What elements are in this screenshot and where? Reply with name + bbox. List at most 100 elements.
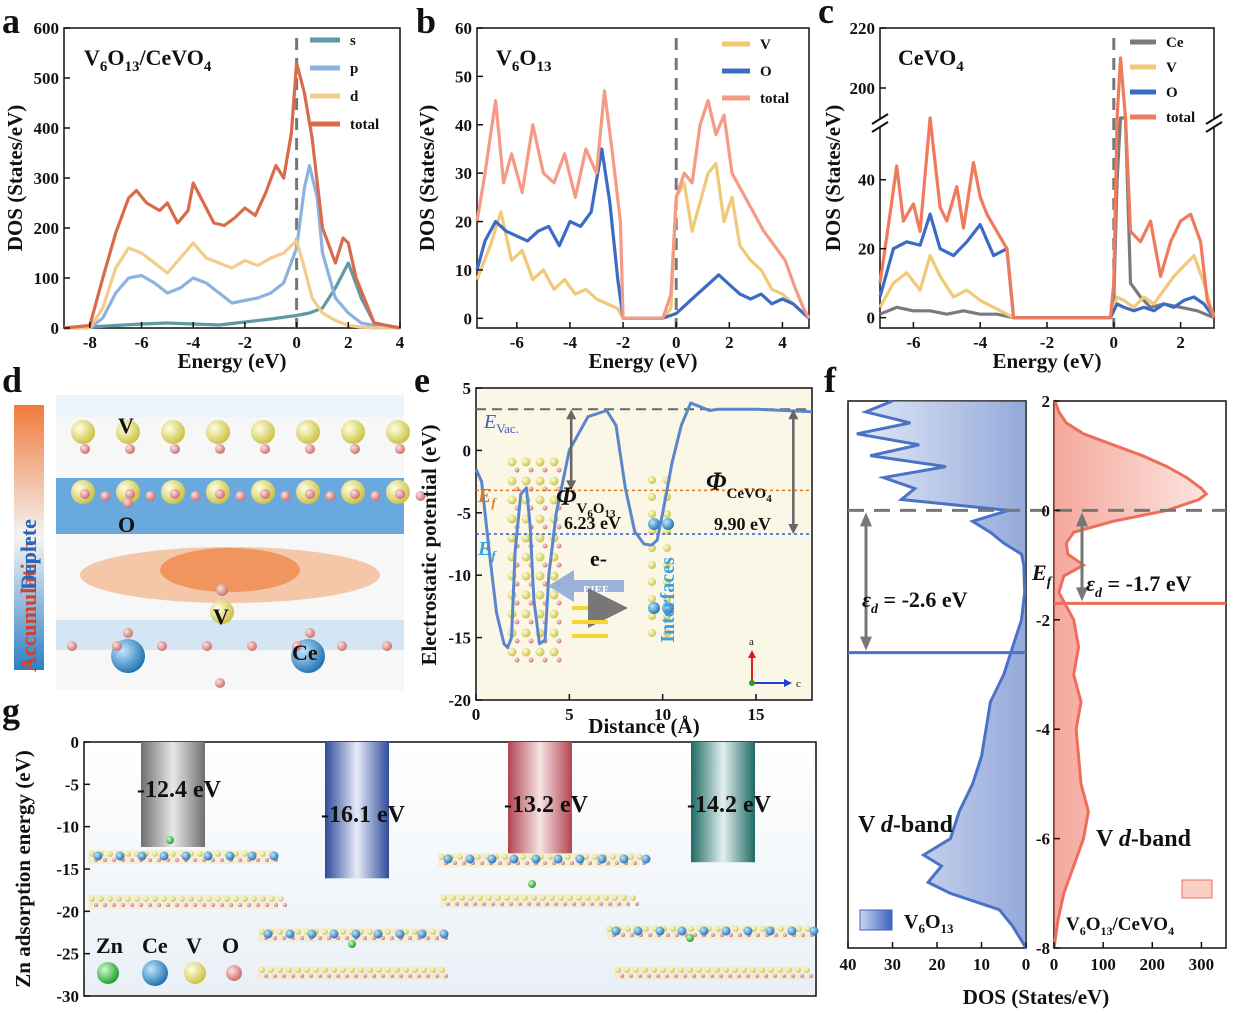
legend-ce-atom (142, 960, 168, 986)
panel-g-plot: -12.4 eV -16.1 eV -13.2 eV -14.2 eV (88, 742, 819, 980)
x-tick-label: 0 (472, 705, 481, 724)
slab-atom-o (482, 902, 486, 906)
slab-atom-o (527, 902, 531, 906)
slab-atom-ce (203, 851, 213, 861)
panel-e-ylabel: Electrostatic potential (eV) (417, 424, 441, 665)
y-tick-label: 0 (51, 319, 60, 338)
slab-atom-v (322, 929, 328, 935)
slab-atom-o (446, 902, 450, 906)
slab-atom-o (615, 861, 619, 865)
slab-atom-ce (159, 851, 169, 861)
slab-atom-o (238, 858, 242, 862)
slab-atom-o (773, 974, 777, 978)
g-y-tick-label: 0 (71, 733, 80, 752)
f-xlabel: DOS (States/eV) (963, 985, 1109, 1009)
slab-atom-o (782, 974, 786, 978)
struct-atom-o (514, 657, 520, 663)
f-arrowhead (860, 512, 872, 527)
slab-atom-o (783, 933, 787, 937)
atom-o (260, 489, 270, 499)
panel-a-title: V6O13/CeVO4 (84, 45, 212, 75)
atom-o (280, 491, 291, 501)
slab-atom-v (242, 896, 248, 902)
atom-v (206, 420, 230, 444)
slab-atom-o (282, 974, 286, 978)
slab-atom-ce (225, 851, 235, 861)
slab-atom-v (549, 895, 555, 901)
slab-atom-v (385, 967, 391, 973)
slab-atom-o (738, 933, 742, 937)
slab-atom-v (459, 895, 465, 901)
slab-atom-v (268, 967, 274, 973)
g-y-tick-label: -20 (56, 902, 79, 921)
struct-atom-o (528, 619, 534, 625)
slab-atom-v (403, 967, 409, 973)
y-tick-label: 600 (34, 19, 60, 38)
y-tick-label: 50 (455, 67, 472, 86)
slab-atom-v (260, 896, 266, 902)
potential-curve (474, 401, 813, 650)
x-tick-label: -6 (510, 333, 524, 352)
slab-atom-o (238, 903, 242, 907)
panel-d-letter: d (2, 360, 22, 400)
legend-label-p: p (350, 61, 358, 77)
struct-atom-v (507, 647, 517, 657)
slab-atom-o (273, 936, 277, 940)
slab-atom-o (473, 902, 477, 906)
struct-atom-ce (662, 602, 674, 614)
charge-scale-bar (14, 405, 44, 670)
y-tick-label: 100 (34, 269, 60, 288)
struct-atom-v (648, 578, 656, 586)
slab-atom-v (242, 851, 248, 857)
y-tick-label: -5 (457, 504, 471, 523)
slab-atom-v (376, 967, 382, 973)
slab-atom-ce (721, 926, 731, 936)
legend-o-atom (226, 965, 242, 981)
panel-c-xlabel: Energy (eV) (992, 349, 1101, 373)
slab-atom-v (592, 854, 598, 860)
slab-atom-v (358, 967, 364, 973)
series-a-p (64, 163, 401, 330)
struct-atom-v (521, 628, 531, 638)
slab-atom-o (647, 974, 651, 978)
slab-atom-o (112, 903, 116, 907)
slab-atom-o (518, 902, 522, 906)
x-tick-label: -6 (134, 333, 148, 352)
struct-atom-v (663, 578, 671, 586)
slab-1-top (88, 850, 279, 864)
bar-label-4: -14.2 eV (687, 792, 772, 818)
x-tick-label: -4 (973, 333, 988, 352)
slab-atom-o (756, 933, 760, 937)
slab-atom-o (220, 903, 224, 907)
slab-atom-o (801, 933, 805, 937)
f-y-tick-label: -6 (1036, 830, 1050, 849)
slab-atom-o (800, 974, 804, 978)
slab-atom-o (626, 902, 630, 906)
slab-atom-o (588, 861, 592, 865)
slab-atom-o (617, 902, 621, 906)
panel-g-ticks: 0 -5 -10 -15 -20 -25 -30 (56, 733, 90, 1006)
slab-atom-o (363, 974, 367, 978)
slab-atom-v (531, 895, 537, 901)
struct-atom-ce (648, 518, 660, 530)
slab-atom-v (643, 926, 649, 932)
slab-atom-o (435, 936, 439, 940)
e-electron-label: e- (590, 546, 607, 571)
struct-atom-o (556, 524, 562, 530)
struct-atom-o (542, 505, 548, 511)
slab-atom-o (809, 974, 813, 978)
f-right-area (1054, 401, 1207, 948)
slab-atom-o (509, 902, 513, 906)
zn-adsorbate-3 (528, 880, 536, 888)
f-legend-swatch-left (859, 909, 893, 931)
slab-atom-ce (619, 854, 629, 864)
slab-atom-v (796, 926, 802, 932)
struct-atom-o (556, 657, 562, 663)
panel-c-letter: c (818, 0, 834, 31)
slab-atom-o (606, 861, 610, 865)
struct-atom-v (535, 457, 545, 467)
slab-atom-o (554, 902, 558, 906)
slab-atom-ce (597, 854, 607, 864)
slab-atom-o (455, 902, 459, 906)
struct-atom-o (556, 638, 562, 644)
